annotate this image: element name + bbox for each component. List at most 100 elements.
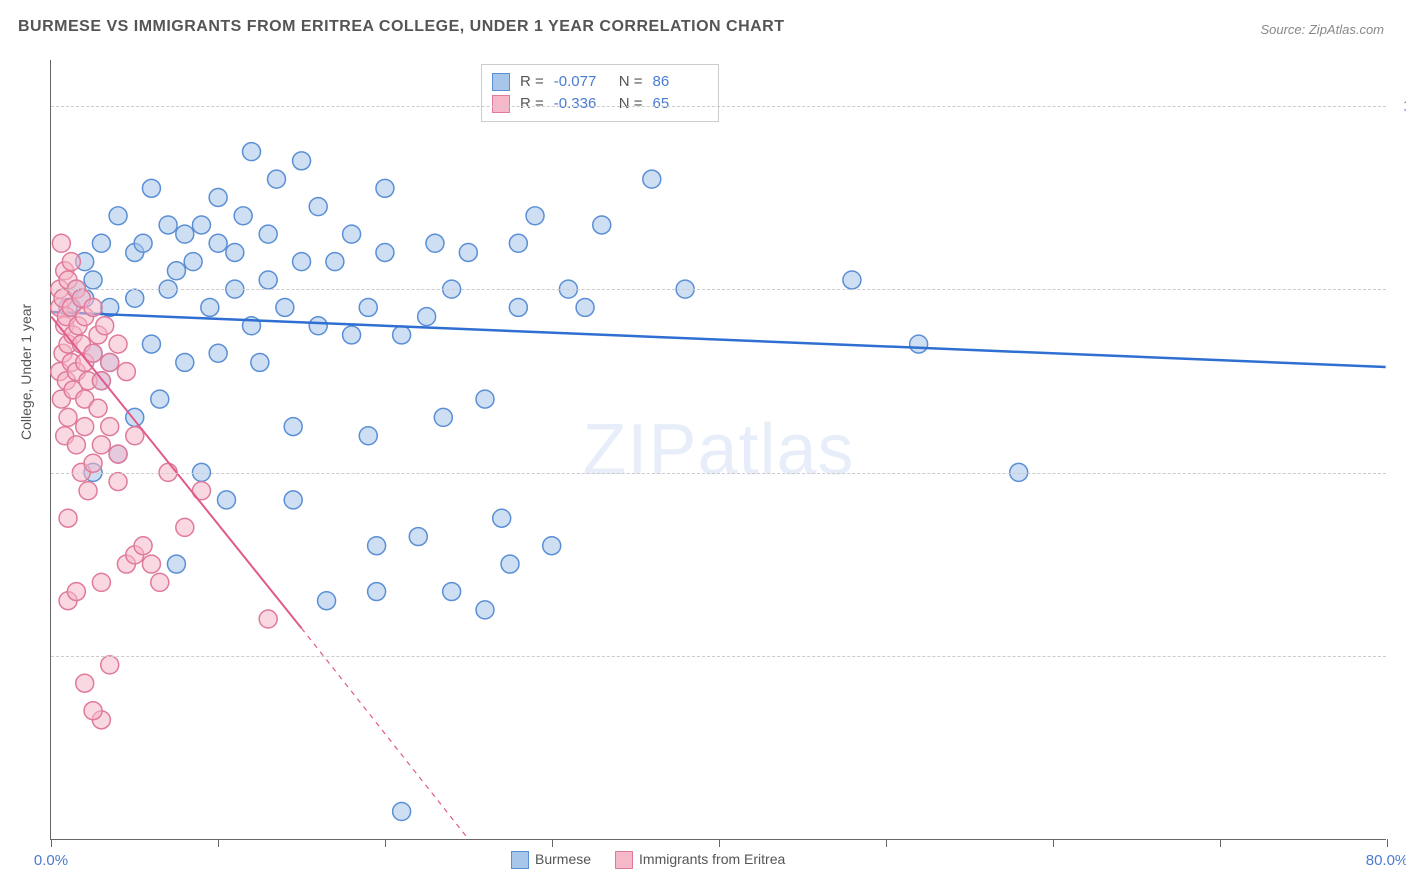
- data-point: [96, 317, 114, 335]
- data-point: [343, 225, 361, 243]
- data-point: [259, 225, 277, 243]
- legend-n-value: 65: [653, 93, 708, 115]
- legend-swatch: [615, 851, 633, 869]
- data-point: [176, 353, 194, 371]
- data-point: [376, 243, 394, 261]
- data-point: [426, 234, 444, 252]
- data-point: [259, 610, 277, 628]
- data-point: [476, 390, 494, 408]
- legend-label: Burmese: [535, 851, 591, 867]
- data-point: [167, 262, 185, 280]
- data-point: [192, 216, 210, 234]
- data-point: [843, 271, 861, 289]
- gridline-horizontal: [51, 656, 1386, 657]
- data-point: [67, 436, 85, 454]
- data-point: [101, 353, 119, 371]
- source-attribution: Source: ZipAtlas.com: [1260, 22, 1384, 37]
- data-point: [184, 253, 202, 271]
- data-point: [92, 573, 110, 591]
- data-point: [59, 408, 77, 426]
- x-tick: [1387, 839, 1388, 847]
- legend-r-label: R =: [520, 71, 544, 93]
- data-point: [293, 152, 311, 170]
- data-point: [117, 363, 135, 381]
- data-point: [343, 326, 361, 344]
- data-point: [151, 390, 169, 408]
- trend-line-extrapolated: [302, 628, 469, 839]
- data-point: [493, 509, 511, 527]
- correlation-legend: R =-0.077N =86R =-0.336N =65: [481, 64, 719, 122]
- legend-item: Immigrants from Eritrea: [615, 851, 785, 869]
- data-point: [326, 253, 344, 271]
- data-point: [142, 179, 160, 197]
- data-point: [376, 179, 394, 197]
- data-point: [259, 271, 277, 289]
- data-point: [509, 298, 527, 316]
- data-point: [84, 702, 102, 720]
- x-tick: [1220, 839, 1221, 847]
- chart-title: BURMESE VS IMMIGRANTS FROM ERITREA COLLE…: [18, 18, 785, 36]
- data-point: [134, 234, 152, 252]
- data-point: [643, 170, 661, 188]
- x-tick: [552, 839, 553, 847]
- data-point: [209, 188, 227, 206]
- gridline-horizontal: [51, 106, 1386, 107]
- legend-r-label: R =: [520, 93, 544, 115]
- x-tick: [51, 839, 52, 847]
- x-tick: [719, 839, 720, 847]
- data-point: [167, 555, 185, 573]
- gridline-horizontal: [51, 473, 1386, 474]
- data-point: [176, 225, 194, 243]
- data-point: [134, 537, 152, 555]
- legend-swatch: [492, 73, 510, 91]
- data-point: [268, 170, 286, 188]
- data-point: [226, 243, 244, 261]
- data-point: [67, 583, 85, 601]
- legend-n-value: 86: [653, 71, 708, 93]
- data-point: [209, 344, 227, 362]
- legend-swatch: [511, 851, 529, 869]
- x-tick-label: 0.0%: [34, 852, 68, 869]
- data-point: [62, 253, 80, 271]
- data-point: [359, 427, 377, 445]
- legend-swatch: [492, 95, 510, 113]
- data-point: [101, 418, 119, 436]
- x-tick: [218, 839, 219, 847]
- data-point: [176, 518, 194, 536]
- chart-plot-area: ZIPatlas R =-0.077N =86R =-0.336N =65 Bu…: [50, 60, 1386, 840]
- data-point: [476, 601, 494, 619]
- data-point: [459, 243, 477, 261]
- data-point: [92, 436, 110, 454]
- data-point: [76, 674, 94, 692]
- data-point: [79, 482, 97, 500]
- data-point: [526, 207, 544, 225]
- data-point: [409, 528, 427, 546]
- data-point: [509, 234, 527, 252]
- data-point: [318, 592, 336, 610]
- x-tick: [1053, 839, 1054, 847]
- data-point: [284, 418, 302, 436]
- data-point: [159, 216, 177, 234]
- data-point: [368, 537, 386, 555]
- data-point: [101, 656, 119, 674]
- data-point: [89, 399, 107, 417]
- legend-n-label: N =: [619, 71, 643, 93]
- data-point: [59, 509, 77, 527]
- data-point: [309, 317, 327, 335]
- data-point: [393, 326, 411, 344]
- data-point: [84, 454, 102, 472]
- data-point: [126, 289, 144, 307]
- data-point: [109, 473, 127, 491]
- data-point: [92, 234, 110, 252]
- data-point: [201, 298, 219, 316]
- data-point: [109, 207, 127, 225]
- data-point: [359, 298, 377, 316]
- data-point: [52, 234, 70, 252]
- data-point: [109, 335, 127, 353]
- data-point: [368, 583, 386, 601]
- data-point: [576, 298, 594, 316]
- data-point: [910, 335, 928, 353]
- data-point: [243, 143, 261, 161]
- legend-label: Immigrants from Eritrea: [639, 851, 785, 867]
- x-tick: [385, 839, 386, 847]
